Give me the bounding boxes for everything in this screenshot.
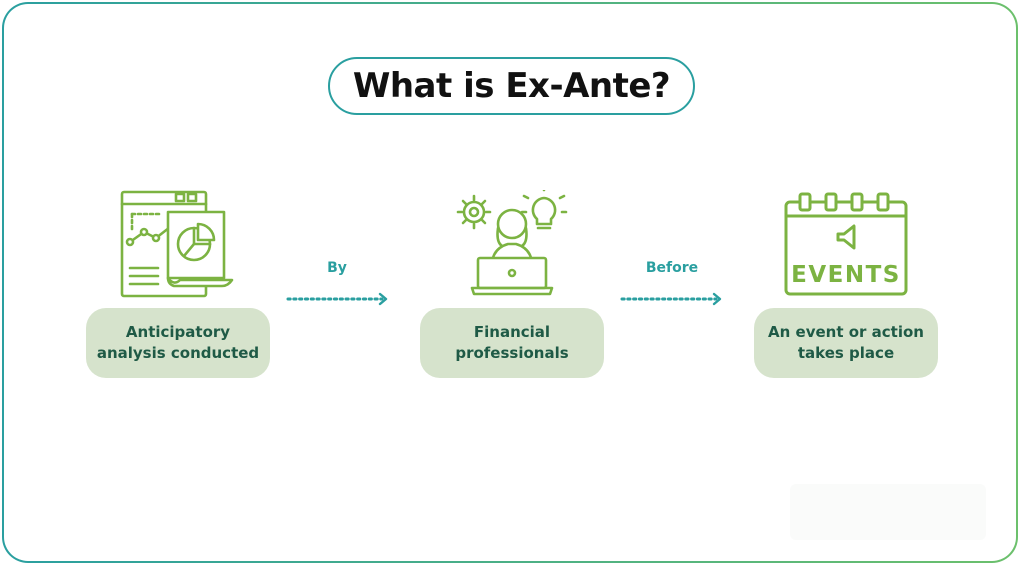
professional-at-laptop-icon xyxy=(456,190,568,296)
connector-label-before: Before xyxy=(645,260,699,276)
step-box-financial-professionals: Financial professionals xyxy=(420,308,604,378)
events-icon-text: EVENTS xyxy=(791,262,901,288)
faint-watermark-area xyxy=(790,484,986,540)
dotted-arrow-1 xyxy=(286,292,388,306)
connector-label-by: By xyxy=(327,260,347,276)
dotted-arrow-2 xyxy=(620,292,722,306)
events-calendar-icon: EVENTS xyxy=(784,192,908,296)
analysis-report-icon xyxy=(120,190,234,298)
page-title: What is Ex-Ante? xyxy=(328,57,695,115)
step-box-event-takes-place: An event or action takes place xyxy=(754,308,938,378)
step-box-anticipatory-analysis: Anticipatory analysis conducted xyxy=(86,308,270,378)
